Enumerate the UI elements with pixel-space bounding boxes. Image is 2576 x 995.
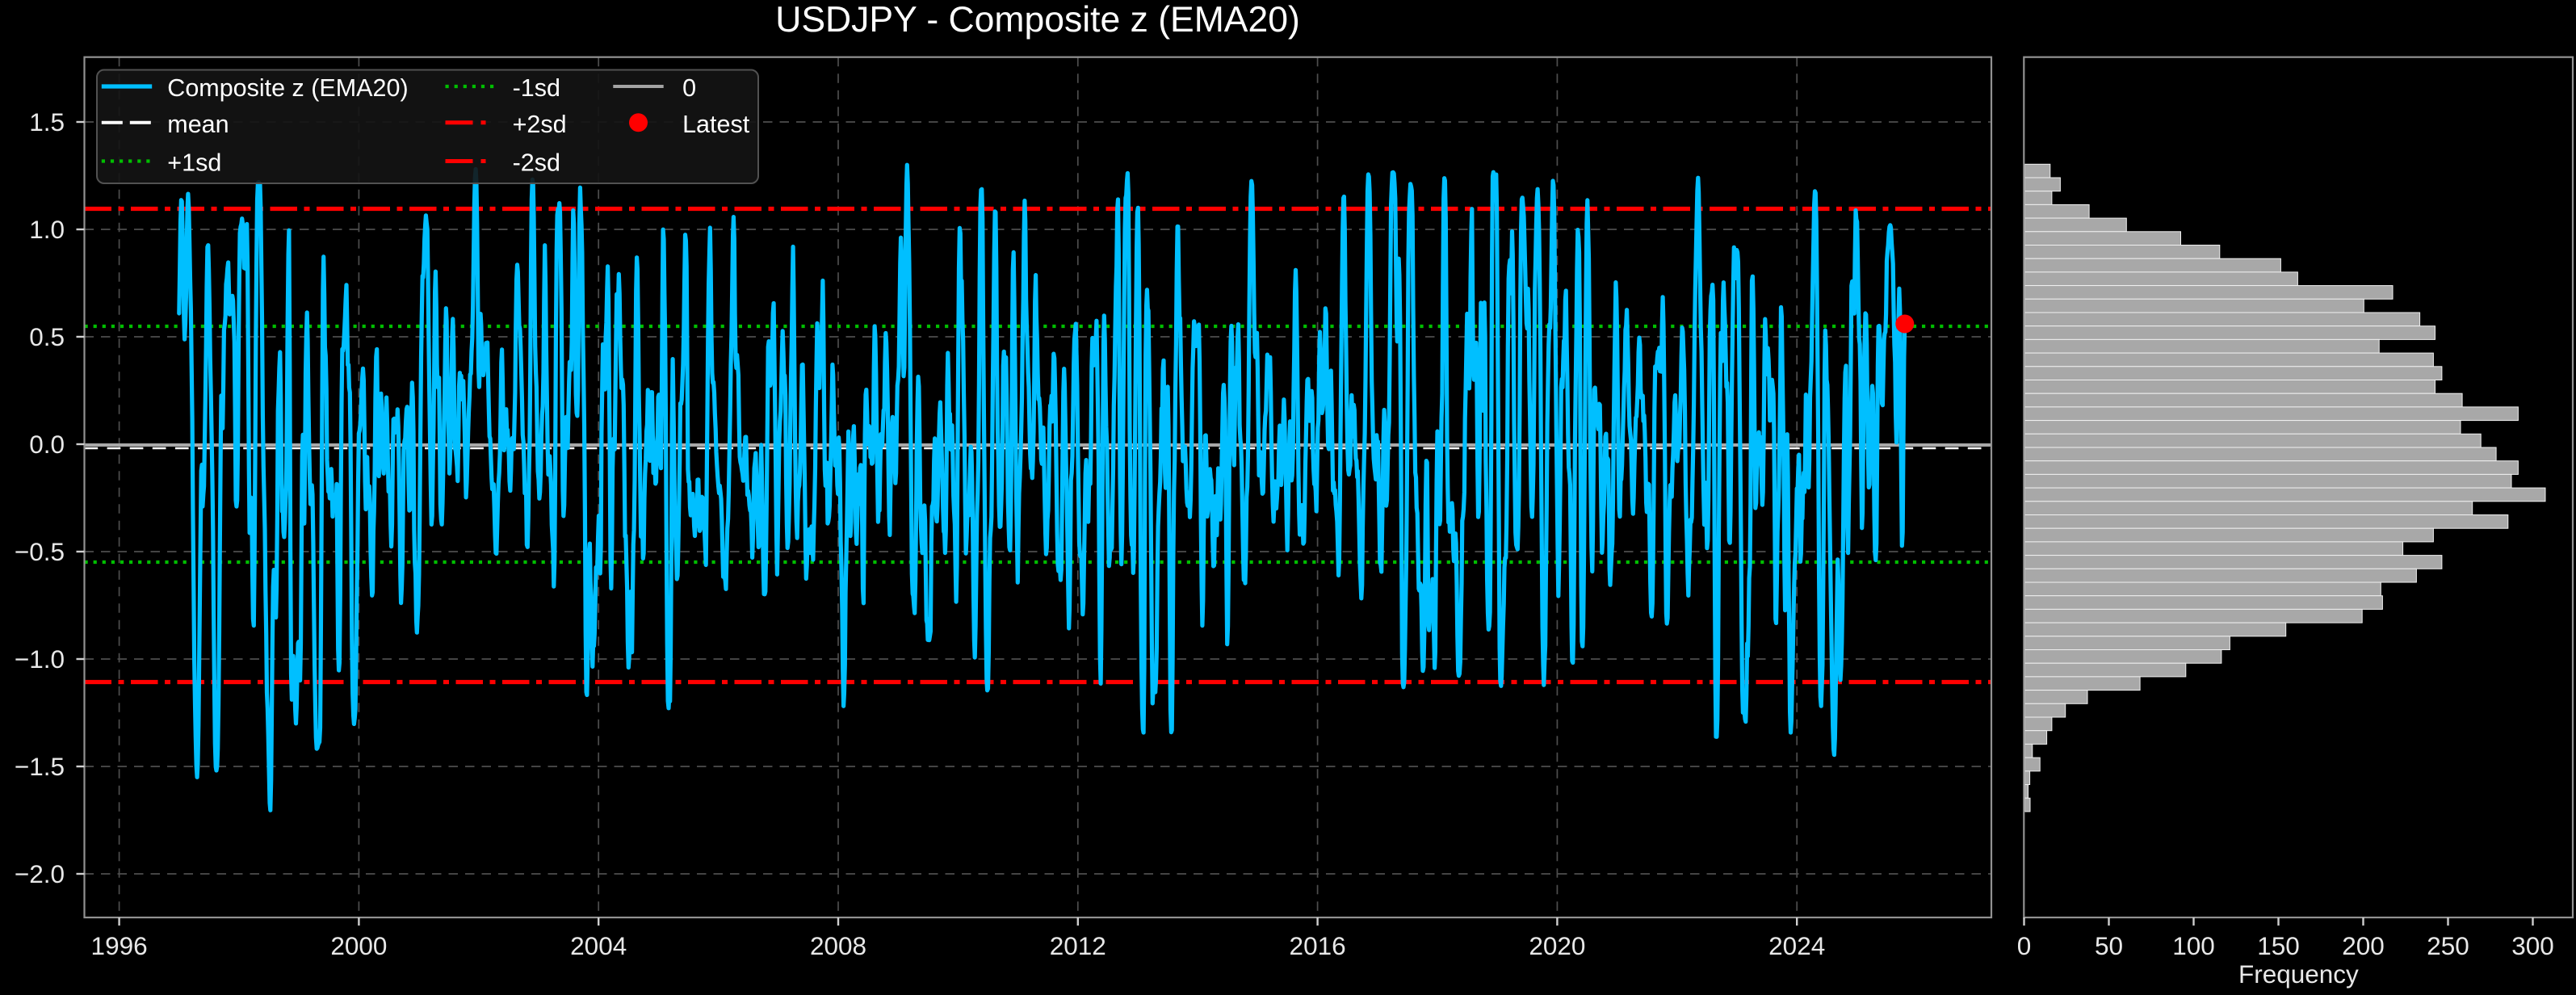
svg-text:USDJPY - Composite z (EMA20): USDJPY - Composite z (EMA20) xyxy=(775,0,1300,40)
svg-text:1.0: 1.0 xyxy=(29,215,65,244)
svg-text:0: 0 xyxy=(682,74,696,102)
svg-text:−1.5: −1.5 xyxy=(15,752,65,781)
svg-text:Composite z (EMA20): Composite z (EMA20) xyxy=(167,74,408,102)
svg-text:2008: 2008 xyxy=(810,931,866,960)
svg-text:0.0: 0.0 xyxy=(29,430,65,459)
svg-text:300: 300 xyxy=(2511,931,2554,960)
svg-text:250: 250 xyxy=(2427,931,2469,960)
svg-text:2020: 2020 xyxy=(1529,931,1585,960)
svg-text:0: 0 xyxy=(2017,931,2032,960)
svg-text:2004: 2004 xyxy=(570,931,627,960)
svg-text:−0.5: −0.5 xyxy=(15,537,65,566)
svg-text:0.5: 0.5 xyxy=(29,322,65,351)
svg-text:2012: 2012 xyxy=(1050,931,1106,960)
svg-text:100: 100 xyxy=(2172,931,2215,960)
svg-text:mean: mean xyxy=(167,111,229,138)
svg-text:1996: 1996 xyxy=(91,931,148,960)
svg-text:2016: 2016 xyxy=(1290,931,1346,960)
svg-text:Latest: Latest xyxy=(682,111,750,138)
svg-text:−1.0: −1.0 xyxy=(15,644,65,674)
svg-text:+1sd: +1sd xyxy=(167,149,221,177)
svg-text:150: 150 xyxy=(2257,931,2300,960)
svg-text:-1sd: -1sd xyxy=(513,74,560,102)
svg-text:200: 200 xyxy=(2342,931,2385,960)
svg-text:-2sd: -2sd xyxy=(513,149,560,177)
svg-text:1.5: 1.5 xyxy=(29,107,65,136)
svg-text:+2sd: +2sd xyxy=(513,111,567,138)
svg-text:2024: 2024 xyxy=(1768,931,1825,960)
svg-text:−2.0: −2.0 xyxy=(15,859,65,888)
svg-text:Frequency: Frequency xyxy=(2238,959,2359,989)
svg-text:2000: 2000 xyxy=(330,931,387,960)
svg-text:50: 50 xyxy=(2095,931,2123,960)
